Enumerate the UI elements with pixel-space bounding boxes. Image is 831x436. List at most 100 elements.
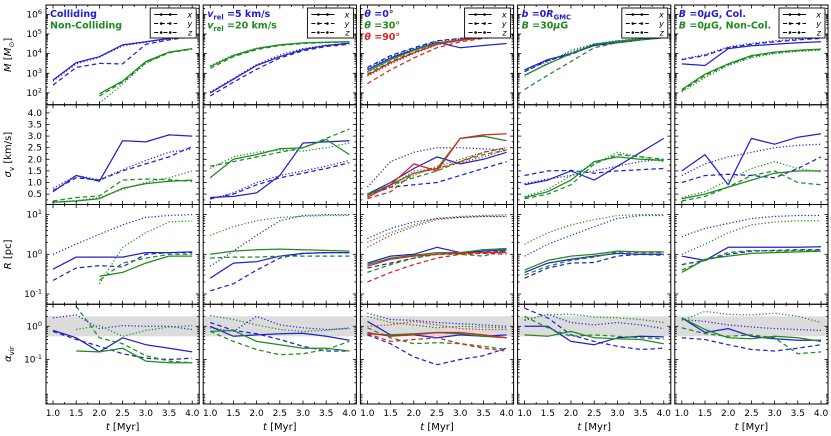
line-green-z (681, 49, 822, 93)
line-green-z (210, 314, 350, 333)
line-blue-y (210, 162, 350, 200)
y-tick-label: 3.0 (28, 132, 43, 142)
x-tick-label: 4.0 (185, 409, 200, 419)
x-tick-label: 3.5 (633, 409, 647, 419)
line-blue-y (210, 251, 350, 292)
legend-marker-dot (483, 31, 486, 34)
legend-axis-label: x (344, 10, 350, 19)
virial-band (360, 316, 514, 337)
legend-axis-label: x (501, 10, 507, 19)
line-green-y (681, 327, 822, 355)
axis-ticks (46, 304, 200, 404)
y-tick-label: 2.0 (28, 155, 43, 165)
condition-legend-entry: Colliding (50, 9, 97, 20)
legend-marker-dot (640, 31, 644, 34)
x-tick-label: 1.5 (698, 409, 712, 419)
legend-marker-dot (159, 13, 163, 16)
x-tick-label: 1.0 (517, 409, 532, 419)
axis-ticks (360, 5, 514, 105)
y-tick-label: 103 (26, 67, 42, 79)
series-group (367, 312, 507, 366)
line-green-z (524, 313, 664, 324)
x-axis-label: t [Myr] (106, 422, 140, 433)
line-green-y (99, 48, 193, 97)
axis-ticks (517, 104, 671, 205)
line-green-x (367, 247, 507, 266)
legend-axis-label: z (659, 28, 665, 37)
series-group (681, 214, 822, 273)
line-green-x (99, 255, 193, 277)
line-blue-x (681, 317, 821, 341)
x-tick-label: 1.5 (383, 409, 397, 419)
style-legend: xyz (464, 7, 512, 39)
line-green-x (210, 329, 350, 352)
x-tick-label: 2.0 (564, 409, 579, 419)
legend-marker-dot (474, 22, 477, 25)
axis-ticks (674, 304, 828, 404)
legend-marker-dot (317, 13, 320, 16)
legend-axis-label: y (344, 19, 350, 28)
line-blue-z (210, 159, 350, 200)
x-tick-label: 3.0 (139, 409, 154, 419)
legend-axis-label: y (815, 19, 821, 28)
panel-row3-col3 (359, 204, 515, 305)
line-blue-z (367, 312, 507, 327)
line-blue-y (524, 307, 664, 351)
x-tick-label: 3.5 (319, 409, 333, 419)
panel-row4-col5: 1.0 1.5 2.0 2.5 3.0 3.5 4.0 t [Myr] (674, 303, 829, 433)
series-group (367, 213, 507, 283)
line-blue-y (209, 43, 350, 97)
series-group (209, 314, 350, 356)
legend-marker-dot (631, 13, 635, 16)
series-group (524, 213, 664, 279)
line-green-y (209, 330, 350, 356)
x-axis-label: t [Myr] (263, 422, 297, 433)
legend-marker-dot (797, 31, 801, 34)
legend-marker-dot (631, 31, 635, 34)
x-axis-label: t [Myr] (577, 422, 611, 433)
legend-axis-label: y (186, 19, 192, 28)
x-tick-label: 3.0 (296, 409, 311, 419)
y-axis-label: αvir (3, 346, 16, 362)
legend-marker-dot (640, 13, 644, 16)
x-tick-label: 1.0 (675, 409, 690, 419)
x-tick-label: 1.0 (203, 409, 218, 419)
line-green-y (367, 327, 507, 351)
legend-marker-dot (483, 22, 486, 25)
x-tick-label: 4.0 (499, 409, 514, 419)
line-green-z (209, 40, 350, 67)
line-blue-x (209, 325, 350, 341)
line-blue-z (52, 148, 193, 189)
line-green-z (99, 48, 193, 104)
legend-axis-label: x (658, 10, 664, 19)
legend-marker-dot (474, 13, 477, 16)
x-tick-label: 3.5 (162, 409, 176, 419)
x-tick-label: 1.0 (360, 409, 375, 419)
line-blue-x (681, 133, 822, 186)
axis-ticks (203, 104, 357, 205)
line-red-y (367, 252, 507, 283)
axis-ticks (46, 104, 200, 205)
line-blue-z (681, 318, 822, 332)
series-group (681, 133, 822, 202)
x-axis-label: t [Myr] (735, 422, 769, 433)
axis-ticks (203, 304, 357, 404)
axis-ticks (203, 5, 357, 105)
axis-ticks (360, 204, 514, 305)
line-green-y (210, 255, 350, 259)
legend-marker-dot (640, 22, 644, 25)
line-green-y (52, 178, 193, 202)
panel-row4-col3: 1.0 1.5 2.0 2.5 3.0 3.5 4.0 t [Myr] (359, 303, 515, 433)
panel-row2-col2 (202, 104, 357, 205)
x-tick-label: 1.0 (46, 409, 61, 419)
series-group (681, 37, 822, 93)
line-blue-x (367, 151, 507, 195)
line-green-x (99, 47, 193, 95)
y-tick-label: 105 (26, 28, 42, 40)
legend-axis-label: z (816, 28, 822, 37)
line-blue-x (524, 325, 664, 346)
y-tick-label: 104 (26, 47, 42, 59)
series-group (524, 307, 664, 351)
line-green-x (524, 250, 664, 271)
